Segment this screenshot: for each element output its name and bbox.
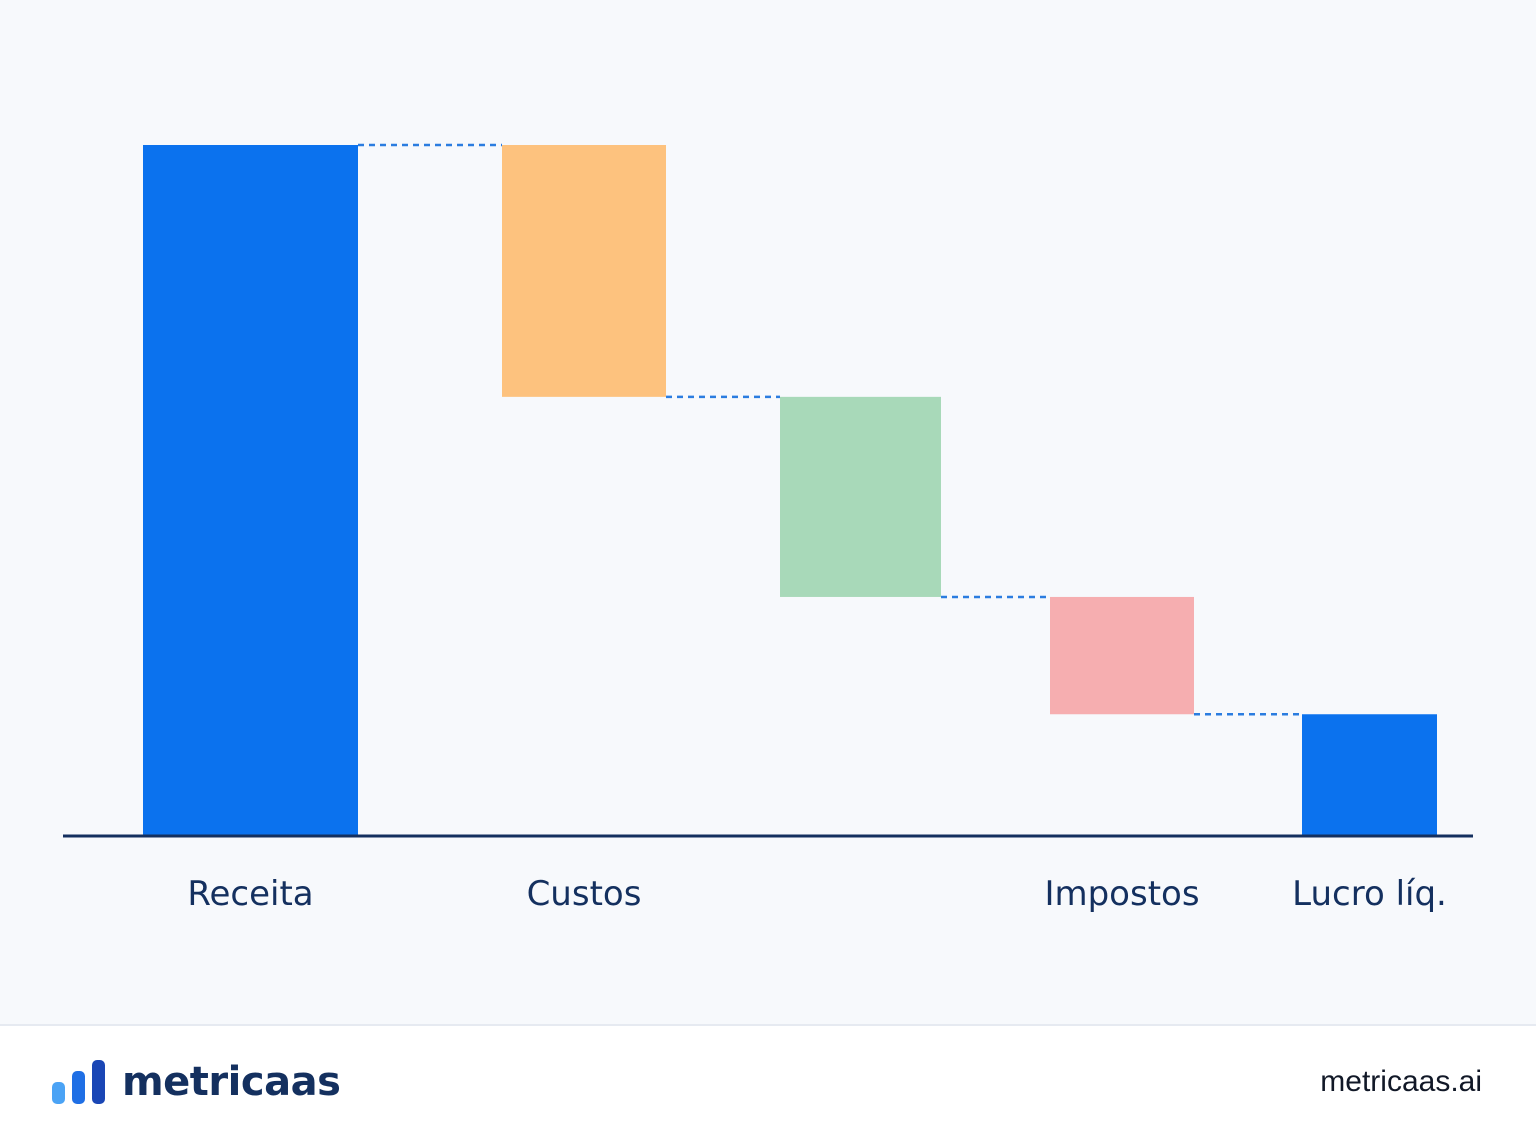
logo-bar-medium [72,1071,85,1104]
chart-canvas: Receita Custos Impostos Lucro líq. [63,143,1473,914]
bar-lucro-l-q [1302,714,1437,835]
bar-custos [502,145,666,397]
brand-name: metricaas [122,1059,341,1105]
bar-step-3 [780,396,941,597]
metricaas-logo-icon [52,1060,108,1104]
bar-impostos [1050,596,1194,715]
brand-url: metricaas.ai [1320,1065,1482,1098]
logo-bar-tall [92,1060,105,1104]
waterfall-chart: Receita Custos Impostos Lucro líq. [63,143,1473,914]
bar-receita [143,145,358,835]
x-tick-label: Impostos [1044,874,1199,914]
logo-bar-short [52,1082,65,1104]
x-tick-label: Receita [187,874,313,914]
x-tick-label: Custos [527,874,642,914]
x-tick-label: Lucro líq. [1292,874,1447,914]
footer: metricaas metricaas.ai [0,1024,1536,1136]
